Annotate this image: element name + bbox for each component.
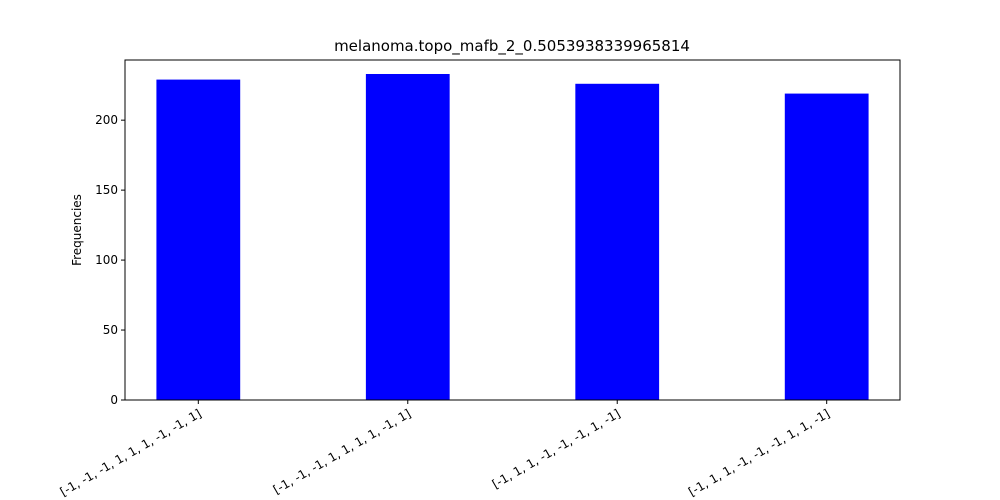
bar-3 [784,93,869,400]
y-axis-label: Frequencies [70,194,84,266]
plot-area-frame [124,59,901,401]
x-tick-label-0: [-1, -1, -1, 1, 1, 1, -1, -1, 1] [58,406,204,499]
y-tick-label-4: 200 [95,113,118,127]
x-tick-label-2: [-1, 1, 1, -1, -1, -1, 1, -1] [490,406,623,491]
x-tick-label-3: [-1, 1, 1, -1, -1, -1, 1, 1, -1] [686,406,832,499]
chart-title: melanoma.topo_mafb_2_0.5053938339965814 [334,37,690,56]
bar-0 [156,79,241,401]
bar-1 [365,73,450,401]
x-tick-label-1: [-1, -1, -1, 1, 1, 1, 1, -1, 1] [271,406,413,496]
y-tick-label-0: 0 [110,393,118,407]
y-axis-ticks: 0 50 100 150 200 [95,113,125,407]
bars-layer [156,73,869,401]
y-tick-label-2: 100 [95,253,118,267]
y-tick-label-1: 50 [103,323,118,337]
bar-2 [575,83,660,400]
y-tick-label-3: 150 [95,183,118,197]
x-axis-ticks: [-1, -1, -1, 1, 1, 1, -1, -1, 1] [-1, -1,… [58,400,832,499]
